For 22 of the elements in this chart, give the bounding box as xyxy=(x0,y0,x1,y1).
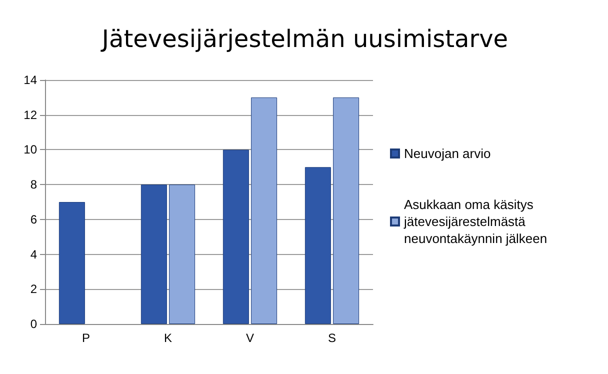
bar xyxy=(251,97,278,324)
legend-label: Asukkaan oma käsitys jätevesijärestelmästä neuvontakäynnin jälkeen xyxy=(403,197,548,246)
bar xyxy=(169,184,196,324)
y-tick-label: 10 xyxy=(24,142,38,157)
y-tick-label: 12 xyxy=(24,108,38,122)
x-tick-label: K xyxy=(164,331,172,345)
y-tick-label: 14 xyxy=(24,73,38,87)
y-tick-label: 4 xyxy=(30,247,38,262)
y-tick-label: 8 xyxy=(30,178,38,192)
legend-label: Neuvojan arvio xyxy=(404,146,491,161)
bar xyxy=(333,97,360,324)
bar xyxy=(58,202,85,324)
x-tick-label: V xyxy=(246,331,254,345)
x-tick-label: P xyxy=(82,331,90,345)
bar xyxy=(222,150,249,324)
bar xyxy=(304,167,331,324)
chart-title: Jätevesijärjestelmän uusimistarve xyxy=(100,25,508,53)
y-tick-label: 0 xyxy=(30,317,38,331)
bar xyxy=(140,184,167,324)
y-tick-label: 2 xyxy=(30,282,38,296)
x-tick-label: S xyxy=(328,331,336,345)
y-tick-label: 6 xyxy=(30,212,38,226)
